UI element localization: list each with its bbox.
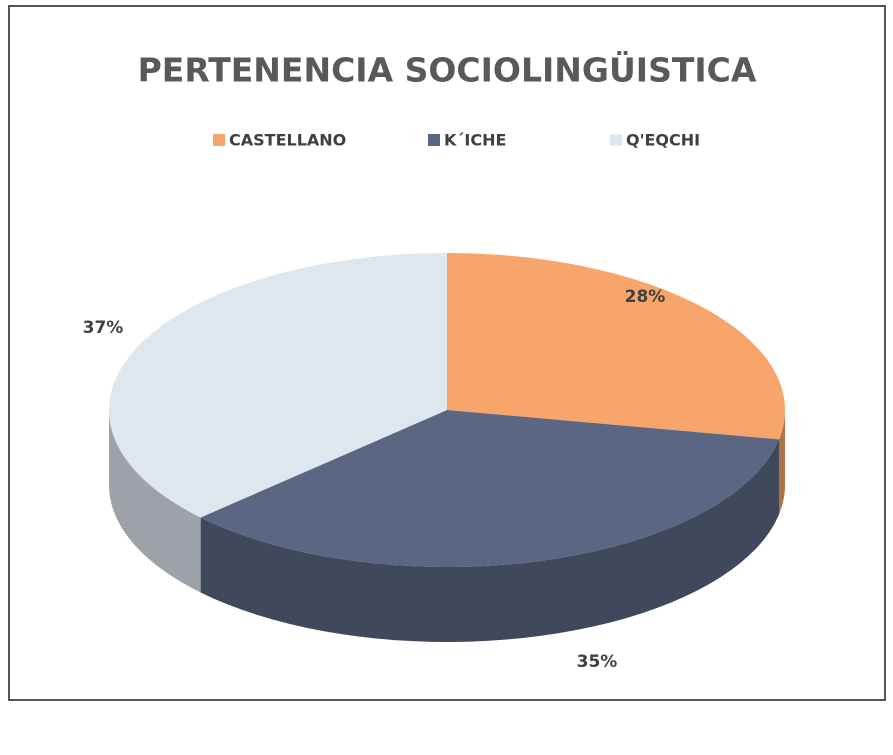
pie-slice [109,253,447,518]
legend-label: K´ICHE [444,131,506,150]
data-label: 35% [577,652,618,672]
pie-slice [200,410,780,567]
legend-swatch [428,134,440,146]
data-label: 37% [83,318,124,338]
legend-label: Q'EQCHI [626,131,700,150]
chart-title: PERTENENCIA SOCIOLINGÜISTICA [138,50,757,90]
pie-side [109,410,201,593]
pie-slice [447,253,785,440]
legend-label: CASTELLANO [229,131,346,150]
pie-side [779,410,785,515]
legend-swatch [610,134,622,146]
data-label: 28% [625,287,666,307]
pie-side [200,439,780,642]
legend-swatch [213,134,225,146]
